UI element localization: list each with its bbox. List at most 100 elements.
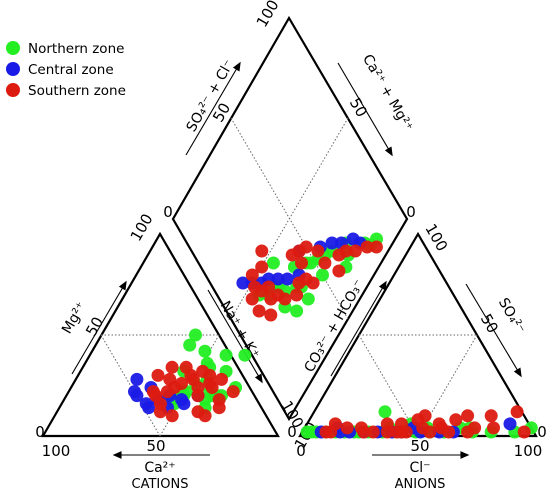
anion-bottom-axis-label: Cl⁻ — [409, 460, 430, 476]
anion-bottom-arrow — [372, 451, 470, 459]
central-diamond-outline — [171, 15, 409, 422]
anion-right-axis-label: SO₄²⁻ — [495, 295, 528, 336]
cation-tick-bottom-mid: 50 — [146, 437, 165, 455]
southern-zone-diamond-point-1 — [360, 240, 374, 254]
anion-left-axis-label: CO₃²⁻ + HCO₃⁻ — [302, 277, 368, 375]
central-zone-cations-point-9 — [177, 397, 191, 411]
cation-right-arrow — [207, 289, 263, 384]
southern-zone-diamond-point-17 — [264, 292, 278, 306]
northern-zone-diamond-point-14 — [301, 292, 315, 306]
southern-zone-anions-point-21 — [357, 425, 371, 439]
cation-tick-left-mid: 50 — [82, 314, 107, 340]
central-zone-diamond-point-6 — [271, 272, 285, 286]
diamond-right-arrow — [337, 62, 393, 157]
anion-tick-bottom-right: 100 — [514, 442, 543, 460]
northern-zone-diamond-point-19 — [290, 304, 304, 318]
diamond-right-axis-label: Ca²⁺ + Mg²⁺ — [359, 52, 416, 134]
cation-bottom-axis-label: Ca²⁺ — [144, 460, 175, 476]
legend-label-southern-zone: Southern zone — [28, 83, 126, 99]
southern-zone-anions-point-18 — [461, 409, 475, 423]
legend-marker-southern-zone — [6, 83, 20, 97]
southern-zone-cations-point-23 — [146, 385, 160, 399]
southern-zone-diamond-point-2 — [348, 244, 362, 258]
southern-zone-anions-point-2 — [340, 421, 354, 435]
central-zone-anions-point-10 — [503, 417, 517, 431]
southern-zone-anions-point-14 — [510, 405, 524, 419]
central-zone-cations-point-2 — [130, 389, 144, 403]
diamond-left-arrow — [185, 61, 241, 156]
southern-zone-diamond-point-27 — [255, 244, 269, 258]
northern-zone-cations-point-14 — [219, 348, 233, 362]
southern-zone-cations-point-24 — [160, 385, 174, 399]
cation-bottom-arrow — [112, 451, 210, 459]
northern-zone-cations-point-2 — [198, 344, 212, 358]
anions-title: ANIONS — [395, 477, 446, 492]
cation-tick-bottom-left: 100 — [42, 442, 71, 460]
southern-zone-cations-point-0 — [165, 360, 179, 374]
southern-zone-anions-point-22 — [449, 413, 463, 427]
southern-zone-anions-point-17 — [432, 417, 446, 431]
central-zone-diamond-point-5 — [280, 272, 294, 286]
anion-left-arrow — [330, 280, 387, 377]
southern-zone-anions-point-19 — [487, 421, 500, 435]
southern-zone-diamond-point-22 — [252, 304, 266, 318]
diagram-frame — [41, 15, 538, 438]
legend-label-central-zone: Central zone — [28, 62, 114, 78]
southern-zone-anions-point-15 — [517, 425, 531, 439]
central-zone-diamond-point-10 — [236, 276, 250, 290]
southern-zone-cations-point-10 — [226, 385, 240, 399]
southern-zone-diamond-point-23 — [264, 308, 278, 322]
southern-zone-cations-point-7 — [215, 372, 228, 386]
diamond-tick-right-zero: 0 — [406, 203, 416, 221]
southern-zone-cations-point-16 — [191, 389, 205, 403]
legend-marker-central-zone — [6, 62, 20, 76]
anion-tick-right-zero: 0 — [537, 423, 547, 441]
southern-zone-diamond-point-21 — [245, 292, 259, 306]
southern-zone-anions-point-24 — [328, 417, 342, 431]
southern-zone-cations-point-13 — [175, 377, 188, 390]
cation-tick-left-top: 100 — [127, 211, 157, 245]
southern-zone-diamond-point-25 — [299, 272, 313, 286]
diamond-tick-left-zero: 0 — [163, 203, 173, 221]
southern-zone-diamond-point-19 — [248, 280, 262, 294]
southern-zone-diamond-point-5 — [332, 264, 346, 278]
southern-zone-cations-point-19 — [165, 409, 179, 423]
southern-zone-anions-point-26 — [411, 413, 425, 427]
southern-zone-diamond-point-11 — [295, 256, 308, 270]
central-zone-cations-point-4 — [142, 401, 156, 415]
diamond-tick-right-mid: 50 — [346, 95, 371, 121]
legend: Northern zone Central zone Southern zone — [6, 41, 126, 99]
southern-zone-diamond-point-7 — [311, 244, 325, 258]
southern-zone-anions-point-9 — [423, 425, 437, 439]
legend-label-northern-zone: Northern zone — [28, 41, 124, 57]
southern-zone-cations-point-25 — [151, 368, 165, 382]
cation-tick-right-zero: 0 — [287, 423, 297, 441]
anion-right-arrow — [465, 283, 522, 378]
southern-zone-cations-point-6 — [205, 381, 219, 394]
southern-zone-diamond-point-20 — [245, 268, 259, 282]
southern-zone-anions-point-27 — [395, 425, 408, 439]
cation-left-arrow — [71, 280, 127, 375]
southern-zone-diamond-point-10 — [285, 248, 299, 262]
central-zone-diamond-point-1 — [346, 232, 360, 246]
southern-zone-anions-point-4 — [366, 425, 380, 439]
northern-zone-cations-point-0 — [189, 328, 202, 342]
central-zone-diamond-point-3 — [325, 236, 339, 250]
southern-zone-diamond-point-0 — [369, 240, 383, 254]
northern-zone-anions-point-18 — [378, 405, 392, 419]
central-zone-cations-point-0 — [130, 372, 144, 386]
southern-zone-anions-point-11 — [442, 425, 456, 439]
southern-zone-diamond-point-26 — [255, 260, 269, 274]
diamond-tick-top: 100 — [253, 0, 283, 30]
legend-marker-northern-zone — [6, 41, 20, 55]
anion-tick-bottom-left: 0 — [296, 442, 306, 460]
anion-tick-bottom-mid: 50 — [410, 437, 429, 455]
series-southern-zone — [146, 240, 531, 439]
data-points — [128, 232, 538, 439]
southern-zone-diamond-point-13 — [290, 288, 304, 302]
cation-tick-left-zero: 0 — [35, 423, 45, 441]
axis-arrows — [71, 61, 522, 459]
southern-zone-anions-point-23 — [468, 421, 482, 435]
cations-title: CATIONS — [132, 477, 189, 492]
